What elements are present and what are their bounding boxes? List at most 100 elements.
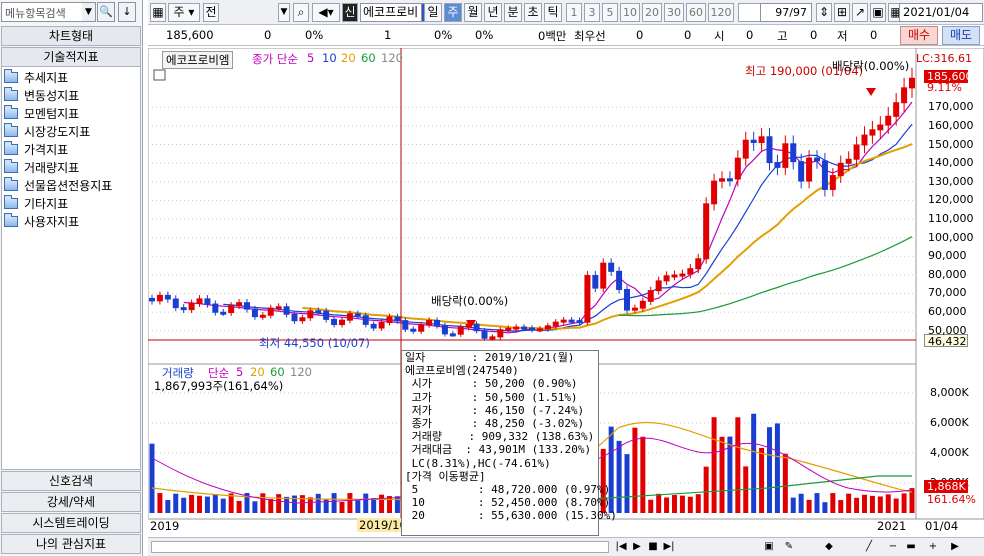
period-year[interactable]: 년 [484,3,502,22]
save-icon[interactable]: ▣ [870,3,886,22]
interval-10[interactable]: 10 [620,3,640,22]
first-icon[interactable]: |◀ [615,541,627,552]
candle-body [259,314,266,318]
tech-indicator-header[interactable]: 기술적지표 [1,47,141,67]
system-trading-button[interactable]: 시스템트레이딩 [1,513,141,533]
tree-item[interactable]: 거래량지표 [4,158,79,176]
chart-area[interactable]: 에코프로비엠 종가 단순 5 10 20 60 120 최고 190,000 (… [148,48,984,556]
scroll-track[interactable] [151,541,609,553]
date-field[interactable]: 2021/01/04 [899,3,983,22]
candle-body [600,262,607,289]
period-day[interactable]: 일 [424,3,442,22]
volume-bar [173,493,179,513]
tree-item[interactable]: 선물옵션전용지표 [4,176,112,194]
period-second[interactable]: 초 [524,3,542,22]
trend-icon[interactable]: ↗ [852,3,868,22]
grid-icon[interactable]: ▦ [150,3,166,22]
volume-bar [695,494,701,513]
volume-bar [901,493,907,513]
sell-button[interactable]: 매도 [942,26,980,45]
last-icon[interactable]: ▶| [663,541,675,552]
candle-body [766,136,773,164]
volume-bar [909,488,915,513]
spinner-icon[interactable]: ⇕ [816,3,832,22]
ma-line-20 [302,143,913,330]
volume-bar [869,495,875,513]
data-count-field[interactable]: 97/97 [760,3,812,22]
candle-body [750,139,757,144]
volume-bar [790,497,796,513]
candle-body [426,319,433,326]
minus-icon[interactable]: − [888,541,898,552]
unit-select[interactable]: 주 ▾ [168,3,200,22]
shape-icon[interactable]: ◆ [825,541,833,552]
search-icon[interactable]: ⌕ [293,3,309,22]
speaker-icon[interactable]: ◀▾ [312,3,340,22]
tree-item[interactable]: 사용자지표 [4,212,79,230]
volume-bar [735,417,741,513]
chart-scroll-bar[interactable]: |◀ ▶ ■ ▶| ▣ ✎ ◆ ╱ − ▬ + ▶ [148,537,984,556]
candle-body [616,270,623,290]
interval-20[interactable]: 20 [642,3,662,22]
plus-icon[interactable]: ⊞ [834,3,850,22]
tree-item[interactable]: 기타지표 [4,194,68,212]
tool-icon[interactable]: ✎ [784,541,794,552]
volume-bar [664,497,670,513]
line-icon[interactable]: ╱ [865,541,873,552]
tree-item[interactable]: 모멘텀지표 [4,104,79,122]
price-tick-label: 90,000 [928,249,967,263]
my-indicator-button[interactable]: 나의 관심지표 [1,534,141,554]
prev-button[interactable]: 전 [203,3,219,22]
period-week[interactable]: 주 [444,3,462,22]
candle-body [354,313,361,317]
x-label: 2021 [877,519,907,533]
stock-name-field[interactable]: 에코프로비 [360,3,422,22]
tree-item[interactable]: 추세지표 [4,68,68,86]
candle-body [244,302,250,310]
strength-weakness-button[interactable]: 강세/약세 [1,492,141,512]
down-arrow-icon[interactable]: ↓ [118,2,136,22]
stock-tab[interactable]: 에코프로비엠 [162,51,234,69]
interval-1[interactable]: 1 [566,3,582,22]
indicator-tree: 추세지표 변동성지표 모멘텀지표 시장강도지표 가격지표 거래량지표 선물옵션전… [1,66,141,470]
candle-body [782,143,789,168]
volume-bar [276,494,282,513]
period-tick[interactable]: 틱 [544,3,562,22]
menu-search-input[interactable]: 메뉴항목검색 [1,2,96,22]
plus-icon[interactable]: + [928,541,938,552]
code-dropdown-icon[interactable]: ▼ [278,3,290,22]
volume-bar [204,496,210,513]
info-value: 0% [434,28,453,42]
play-icon[interactable]: ▶ [633,541,641,552]
candle-body [861,134,868,146]
search-icon[interactable]: 🔍 [97,2,115,22]
scroll-right-icon[interactable]: ▶ [951,541,959,552]
candle-body [521,326,528,330]
interval-3[interactable]: 3 [584,3,600,22]
period-month[interactable]: 월 [464,3,482,22]
candle-body [434,319,440,327]
tree-item[interactable]: 변동성지표 [4,86,79,104]
dividend-annotation: 배당락(0.00%) [832,59,910,73]
interval-30[interactable]: 30 [664,3,684,22]
zoom-icon[interactable]: ▣ [764,541,774,552]
candle-body [829,175,836,190]
interval-5[interactable]: 5 [602,3,618,22]
folder-icon [4,140,18,155]
stop-icon[interactable]: ■ [648,541,658,552]
volume-bar [331,493,337,513]
chart-type-header[interactable]: 차트형태 [1,26,141,46]
tree-item[interactable]: 시장강도지표 [4,122,90,140]
tree-item[interactable]: 가격지표 [4,140,68,158]
signal-search-button[interactable]: 신호검색 [1,471,141,491]
period-minute[interactable]: 분 [504,3,522,22]
candle-body [837,162,844,177]
volume-bar [877,496,883,513]
volume-bar [703,466,709,513]
chevron-down-icon[interactable]: ▼ [82,3,95,21]
zoom-track[interactable]: ▬ [906,541,916,552]
volume-bar [284,496,290,513]
interval-120[interactable]: 120 [708,3,734,22]
buy-button[interactable]: 매수 [900,26,938,45]
interval-60[interactable]: 60 [686,3,706,22]
